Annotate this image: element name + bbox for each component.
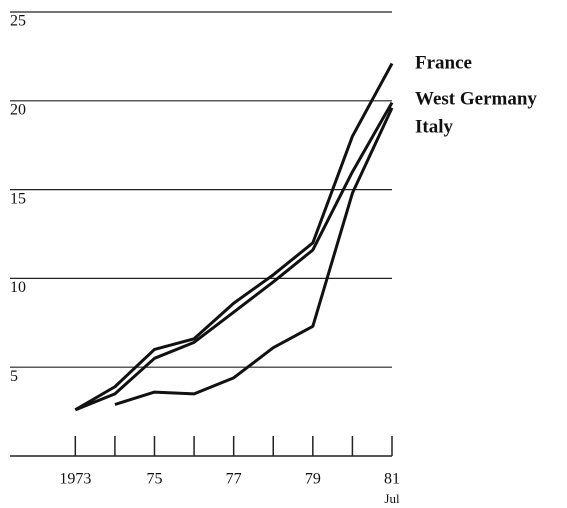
y-tick-label: 25 xyxy=(10,13,26,30)
series-line xyxy=(114,107,394,406)
y-tick-label: 5 xyxy=(10,368,18,385)
x-tick-label: 75 xyxy=(146,471,162,488)
x-tick-label: 1973 xyxy=(59,471,91,488)
y-tick-label: 20 xyxy=(10,101,26,118)
x-tick-label: 81 xyxy=(384,471,400,488)
series-line xyxy=(74,101,394,412)
legend-label: France xyxy=(415,52,472,73)
y-tick-label: 15 xyxy=(10,190,26,207)
x-tick-label: 79 xyxy=(305,471,321,488)
legend-label: West Germany xyxy=(415,88,537,109)
legend-label: Italy xyxy=(415,116,454,137)
y-tick-label: 10 xyxy=(10,279,26,296)
x-note: Jul xyxy=(384,491,400,506)
x-tick-label: 77 xyxy=(226,471,242,488)
series-line xyxy=(74,62,394,412)
